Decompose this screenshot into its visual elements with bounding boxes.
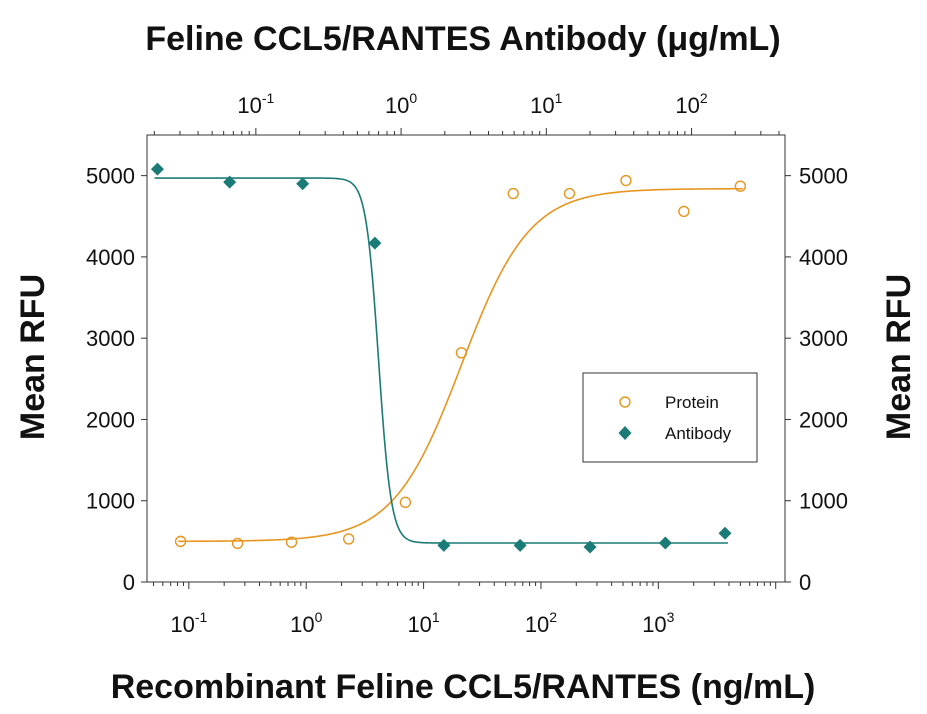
legend-marker-antibody	[618, 426, 632, 440]
data-point-protein	[231, 537, 244, 550]
legend: Protein Antibody	[582, 372, 758, 463]
x-axis-title: Recombinant Feline CCL5/RANTES (ng/mL)	[111, 668, 816, 706]
x-bottom-tick-label: 102	[525, 609, 557, 637]
y-tick-label-right: 5000	[799, 164, 848, 189]
legend-box	[582, 372, 758, 463]
plot-frame	[146, 134, 786, 583]
data-point-antibody	[223, 175, 237, 189]
data-point-protein	[455, 347, 468, 359]
data-point-antibody	[150, 162, 164, 176]
top-axis-title: Feline CCL5/RANTES Antibody (μg/mL)	[145, 20, 780, 58]
x-top-tick-label: 10-1	[237, 90, 274, 118]
data-point-antibody	[658, 536, 672, 550]
x-top-tick-label: 102	[675, 90, 707, 118]
data-point-protein	[399, 496, 412, 509]
y-tick-label-left: 5000	[86, 164, 135, 189]
data-point-protein	[620, 174, 632, 187]
y-axis-title-left: Mean RFU	[14, 274, 52, 440]
y-tick-label-left: 0	[123, 570, 135, 595]
y-tick-label-right: 1000	[799, 489, 848, 514]
x-bottom-tick-label: 10-1	[170, 609, 207, 637]
legend-marker-protein	[619, 396, 631, 408]
data-point-protein	[734, 180, 747, 192]
x-bottom-tick-label: 101	[407, 609, 439, 637]
y-tick-label-left: 4000	[86, 245, 135, 270]
data-point-antibody	[368, 236, 382, 250]
data-point-antibody	[718, 526, 732, 540]
legend-label-protein: Protein	[665, 393, 719, 412]
axes-layer: 0 0 1000 1000 2000 2000 3000 3000 4000 4000 5000 50…	[86, 90, 848, 637]
y-tick-label-right: 3000	[799, 326, 848, 351]
data-point-protein	[563, 187, 576, 200]
y-tick-label-left: 1000	[86, 489, 135, 514]
data-point-protein	[342, 533, 355, 545]
y-tick-label-left: 3000	[86, 326, 135, 351]
fit-curve-antibody	[154, 177, 728, 544]
fit-curves	[154, 177, 743, 544]
y-tick-label-right: 0	[799, 570, 811, 595]
x-bottom-tick-label: 103	[642, 609, 674, 637]
y-tick-label-right: 4000	[799, 245, 848, 270]
x-top-tick-label: 100	[385, 90, 417, 118]
data-point-antibody	[296, 177, 310, 191]
x-bottom-tick-label: 100	[290, 609, 322, 637]
legend-label-antibody: Antibody	[665, 424, 732, 443]
y-tick-label-right: 2000	[799, 407, 848, 432]
data-point-antibody	[437, 538, 451, 552]
y-tick-label-left: 2000	[86, 407, 135, 432]
data-point-protein	[285, 536, 298, 548]
x-top-tick-label: 101	[530, 90, 562, 118]
data-point-antibody	[583, 540, 597, 554]
data-point-protein	[507, 187, 519, 200]
y-axis-title-right: Mean RFU	[880, 274, 918, 440]
data-point-protein	[174, 535, 187, 548]
data-point-protein	[678, 205, 690, 218]
data-point-antibody	[513, 538, 527, 552]
fit-curve-protein	[178, 187, 743, 543]
data-points	[150, 162, 747, 554]
